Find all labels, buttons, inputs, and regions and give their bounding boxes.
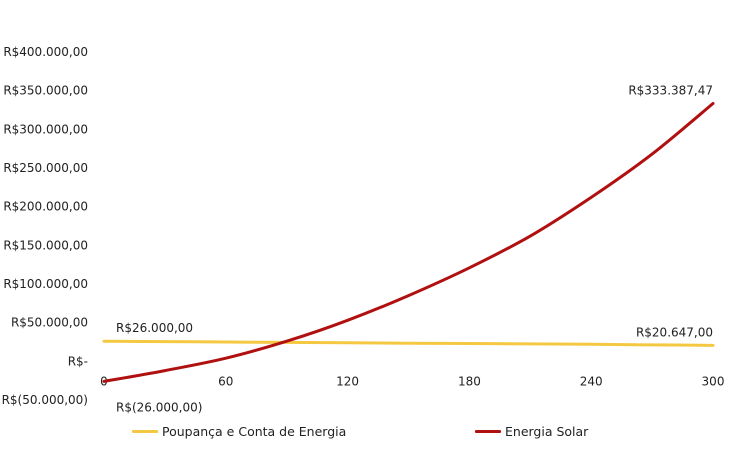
y-tick-label: R$350.000,00 (3, 84, 88, 98)
data-labels: R$26.000,00 R$20.647,00 R$333.387,47 R$(26.… (116, 84, 713, 415)
legend: Poupança e Conta de Energia Energia Sola… (0, 424, 742, 444)
legend-label-poupanca: Poupança e Conta de Energia (162, 424, 347, 439)
x-tick-label: 180 (458, 374, 481, 388)
y-tick-label: R$150.000,00 (3, 238, 88, 252)
legend-swatch-poupanca (132, 430, 158, 433)
y-tick-label: R$200.000,00 (3, 200, 88, 214)
legend-item-poupanca: Poupança e Conta de Energia (132, 424, 346, 439)
y-axis-ticks: R$(50.000,00) R$- R$50.000,00 R$100.000,00 R… (2, 45, 88, 407)
data-label: R$26.000,00 (116, 321, 193, 335)
series-line-poupanca (102, 339, 715, 347)
x-axis-ticks: 0 60 120 180 240 300 (100, 374, 724, 388)
y-tick-label: R$- (68, 354, 88, 368)
x-tick-label: 300 (702, 374, 725, 388)
y-tick-label: R$400.000,00 (3, 45, 88, 59)
x-tick-label: 60 (218, 374, 233, 388)
y-tick-label: R$250.000,00 (3, 161, 88, 175)
data-label: R$20.647,00 (636, 325, 713, 339)
y-tick-label: R$(50.000,00) (2, 393, 88, 407)
data-label: R$333.387,47 (628, 84, 713, 98)
data-label: R$(26.000,00) (116, 400, 202, 414)
y-tick-label: R$300.000,00 (3, 122, 88, 136)
y-tick-label: R$100.000,00 (3, 277, 88, 291)
x-tick-label: 240 (580, 374, 603, 388)
x-tick-label: 120 (336, 374, 359, 388)
legend-swatch-energia-solar (475, 430, 501, 433)
series-lines (102, 102, 715, 383)
legend-item-energia-solar: Energia Solar (475, 424, 588, 439)
y-tick-label: R$50.000,00 (11, 316, 88, 330)
legend-label-energia-solar: Energia Solar (505, 424, 589, 439)
series-line-energia-solar (102, 102, 715, 383)
